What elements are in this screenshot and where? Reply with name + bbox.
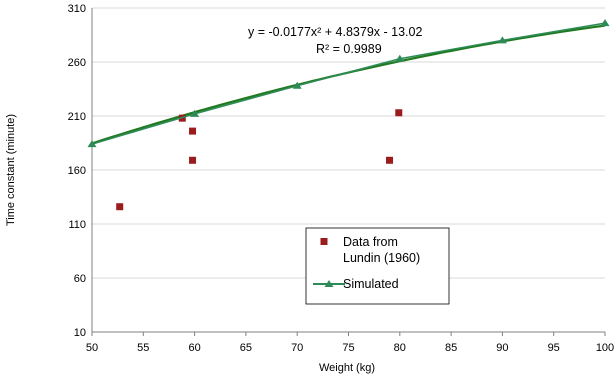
x-tick-labels: 50 55 60 65 70 75 80 85 90 95 100 — [86, 342, 614, 354]
data-point — [189, 127, 197, 135]
trendline-equation: y = -0.0177x² + 4.8379x - 13.02 — [248, 25, 422, 39]
series-line-simulated — [91, 22, 606, 145]
data-point — [386, 156, 394, 164]
legend-box — [305, 227, 450, 305]
legend-label-simulated: Simulated — [343, 277, 399, 291]
x-tick-label: 60 — [188, 342, 200, 354]
x-tick-label: 100 — [596, 342, 614, 354]
x-tick-label: 75 — [342, 342, 354, 354]
x-tick-label: 80 — [394, 342, 406, 354]
y-tick-label: 210 — [68, 111, 86, 123]
x-tick-label: 85 — [445, 342, 457, 354]
simulated-point — [395, 54, 405, 62]
data-point — [395, 109, 403, 117]
simulated-point — [87, 140, 97, 148]
y-tick-label: 310 — [68, 3, 86, 15]
x-tick-label: 65 — [240, 342, 252, 354]
x-tick-label: 55 — [137, 342, 149, 354]
y-tick-labels: 10 60 110 160 210 260 310 — [68, 3, 86, 339]
y-tick-label: 110 — [68, 219, 86, 231]
data-point — [116, 203, 124, 211]
x-tick-label: 70 — [291, 342, 303, 354]
x-tick-label: 90 — [496, 342, 508, 354]
y-tick-label: 60 — [74, 273, 86, 285]
x-axis-title: Weight (kg) — [319, 362, 375, 374]
y-tick-label: 160 — [68, 165, 86, 177]
data-point — [189, 156, 197, 164]
simulated-point — [497, 36, 507, 44]
y-axis-title: Time constant (minute) — [5, 114, 17, 226]
simulated-point — [600, 19, 610, 27]
series-group — [87, 19, 610, 211]
r-squared-label: R² = 0.9989 — [316, 42, 382, 56]
x-tick-label: 95 — [548, 342, 560, 354]
axes — [91, 8, 606, 336]
legend-marker-simulated — [324, 280, 334, 287]
y-tick-label: 260 — [68, 57, 86, 69]
simulated-point — [292, 81, 302, 89]
y-tick-label: 10 — [74, 327, 86, 339]
x-tick-label: 50 — [86, 342, 98, 354]
legend-marker-data — [320, 238, 328, 245]
simulated-point — [190, 109, 200, 117]
legend-label-data: Data from — [343, 235, 398, 249]
legend: Data from Lundin (1960) Simulated — [305, 227, 450, 305]
legend-label-data-line2: Lundin (1960) — [343, 251, 420, 265]
